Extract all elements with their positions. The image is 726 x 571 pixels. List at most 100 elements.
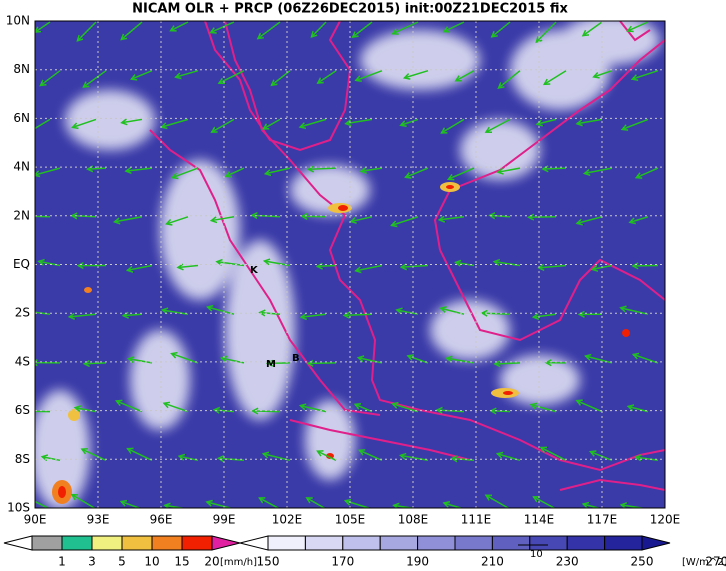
wind-arrow-head — [316, 77, 324, 84]
legend-label: 270 — [705, 555, 726, 569]
wind-arrow — [441, 118, 465, 134]
wind-arrow — [452, 457, 475, 462]
legend-unit: [W/m^2] — [682, 557, 726, 568]
wind-arrow — [628, 405, 649, 413]
wind-arrow-head — [402, 73, 411, 80]
wind-arrow-head — [619, 502, 628, 508]
wind-arrow-head — [592, 71, 600, 79]
wind-arrow-head — [298, 122, 307, 130]
marker-label: K — [250, 265, 259, 276]
wind-arrow-head — [224, 171, 233, 178]
lon-label: 108E — [398, 513, 429, 527]
wind-arrow-head — [258, 497, 266, 504]
wind-arrow-head — [531, 312, 540, 321]
wind-arrow-head — [298, 403, 307, 411]
wind-arrow-head — [316, 450, 324, 457]
wind-arrow-head — [390, 220, 398, 228]
wind-arrow — [214, 409, 235, 413]
wind-arrow — [162, 309, 189, 315]
wind-arrow-head — [631, 352, 640, 360]
wind-arrow — [485, 494, 510, 508]
wind-arrow-head — [212, 406, 221, 414]
wind-arrow-head — [445, 355, 453, 363]
wind-arrow-head — [80, 448, 88, 455]
wind-arrow — [392, 403, 419, 413]
wind-arrow — [498, 70, 521, 89]
wind-arrow-head — [488, 212, 496, 220]
wind-arrow-head — [250, 211, 258, 220]
wind-arrow-head — [265, 359, 274, 367]
wind-arrow-head — [484, 494, 493, 501]
legend-swatch — [454, 535, 493, 551]
wind-arrow — [170, 21, 189, 32]
lat-label: 4S — [15, 354, 30, 368]
lat-label: 2N — [13, 208, 30, 222]
lat-labels: 10N 8N 6N 4N 2N EQ 2S 4S 6S 8S 10S — [6, 14, 30, 515]
wind-arrow-head — [125, 265, 134, 273]
wind-arrow — [404, 69, 429, 79]
wind-arrow-head — [356, 355, 365, 363]
legend-label: 5 — [118, 555, 126, 569]
wind-arrow — [621, 118, 649, 131]
wind-arrow — [354, 403, 373, 413]
wind-arrow — [72, 118, 97, 129]
legend-arrow — [641, 535, 671, 551]
wind-arrow — [392, 21, 419, 35]
wind-arrow-head — [120, 118, 128, 126]
wind-arrow — [352, 21, 373, 38]
wind-arrow-head — [129, 74, 138, 81]
legend-label: 1 — [58, 555, 66, 569]
legend-swatch — [121, 535, 153, 551]
lat-label: EQ — [13, 257, 30, 271]
wind-arrow — [42, 455, 61, 462]
wind-arrow-head — [542, 78, 551, 86]
wind-arrow — [114, 216, 143, 223]
wind-arrow-head — [127, 356, 135, 364]
wind-arrow-head — [440, 127, 448, 134]
wind-arrow-head — [484, 126, 493, 134]
lon-label: 111E — [461, 513, 492, 527]
wind-arrow — [396, 309, 419, 315]
wind-arrow-head — [349, 217, 357, 224]
legend-swatch — [304, 535, 344, 551]
wind-arrow-head — [71, 122, 79, 130]
legend-swatch — [91, 535, 123, 551]
wind-arrow-head — [343, 498, 352, 506]
wind-arrow-head — [497, 82, 505, 89]
wind-arrow-head — [351, 31, 359, 39]
wind-arrow — [633, 353, 659, 364]
lon-labels: 90E 93E 96E 99E 102E 105E 108E 111E 114E 117E 120E — [24, 513, 681, 527]
wind-arrow — [252, 410, 281, 413]
wind-arrow — [121, 118, 143, 124]
wind-arrow — [344, 313, 373, 317]
wind-arrow — [123, 313, 143, 317]
legend-label: 250 — [631, 555, 654, 569]
wind-arrow-head — [575, 218, 583, 226]
map-frame — [34, 20, 666, 509]
wind-arrow-head — [435, 406, 443, 414]
wind-arrow-head — [575, 119, 583, 127]
wind-arrow-head — [209, 216, 218, 224]
wind-arrow-head — [454, 75, 462, 82]
wind-arrow — [216, 260, 245, 267]
wind-arrow — [542, 167, 567, 170]
wind-arrow-head — [300, 212, 308, 220]
wind-arrow-head — [439, 306, 447, 313]
wind-arrow-head — [535, 119, 543, 127]
wind-arrow — [177, 264, 199, 269]
wind-arrow — [179, 455, 199, 462]
lon-label: 99E — [213, 513, 236, 527]
wind-arrow — [533, 496, 556, 508]
wind-arrow-head — [35, 359, 38, 367]
wind-arrow — [350, 216, 373, 223]
legend-label: 3 — [88, 555, 96, 569]
wind-arrow — [35, 167, 61, 176]
wind-arrow — [627, 21, 649, 32]
wind-arrow-head — [263, 169, 272, 177]
lon-label: 114E — [524, 513, 555, 527]
legend-swatch — [491, 535, 531, 551]
wind-arrow-head — [270, 79, 278, 87]
wind-arrow — [533, 313, 557, 318]
wind-arrow — [125, 167, 153, 172]
wind-arrow-head — [584, 353, 592, 361]
